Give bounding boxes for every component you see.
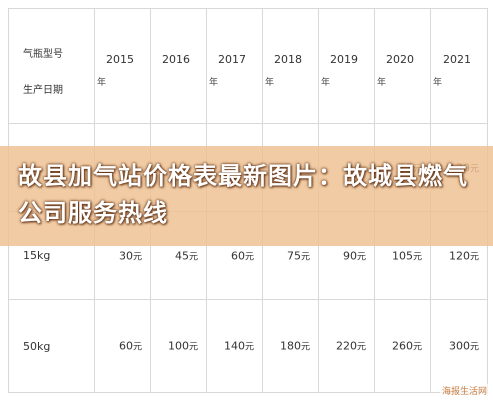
price-cell: 60元 xyxy=(94,299,151,393)
headline-text: 故县加气站价格表最新图片：故城县燃气公司服务热线 xyxy=(18,162,468,227)
year-cell-2017: 2017 年 xyxy=(206,8,263,124)
year-cell-2021: 2021 年 xyxy=(430,8,488,124)
price-cell: 140元 xyxy=(206,299,263,393)
year-cell-2015: 2015 年 xyxy=(94,8,151,124)
year-cell-2016: 2016 xyxy=(150,8,207,124)
year-cell-2018: 2018 年 xyxy=(262,8,319,124)
price-cell: 260元 xyxy=(374,299,431,393)
corner-cell: 气瓶型号 生产日期 xyxy=(8,8,95,124)
price-cell: 180元 xyxy=(262,299,319,393)
table-row: 50kg 60元 100元 140元 180元 220元 260元 300元 xyxy=(8,299,488,393)
site-watermark: 海报生活网 xyxy=(439,384,489,397)
header-row: 气瓶型号 生产日期 2015 年 2016 2017 年 2018 年 2019 年 2… xyxy=(8,8,488,124)
price-cell: 220元 xyxy=(318,299,375,393)
headline-banner xyxy=(0,146,493,246)
price-cell: 100元 xyxy=(150,299,207,393)
year-cell-2019: 2019 年 xyxy=(318,8,375,124)
production-date-label: 生产日期 xyxy=(23,85,63,96)
row-label-50kg: 50kg xyxy=(8,299,95,393)
cylinder-model-label: 气瓶型号 xyxy=(23,49,63,60)
year-cell-2020: 2020 年 xyxy=(374,8,431,124)
price-cell: 300元 xyxy=(430,299,488,393)
